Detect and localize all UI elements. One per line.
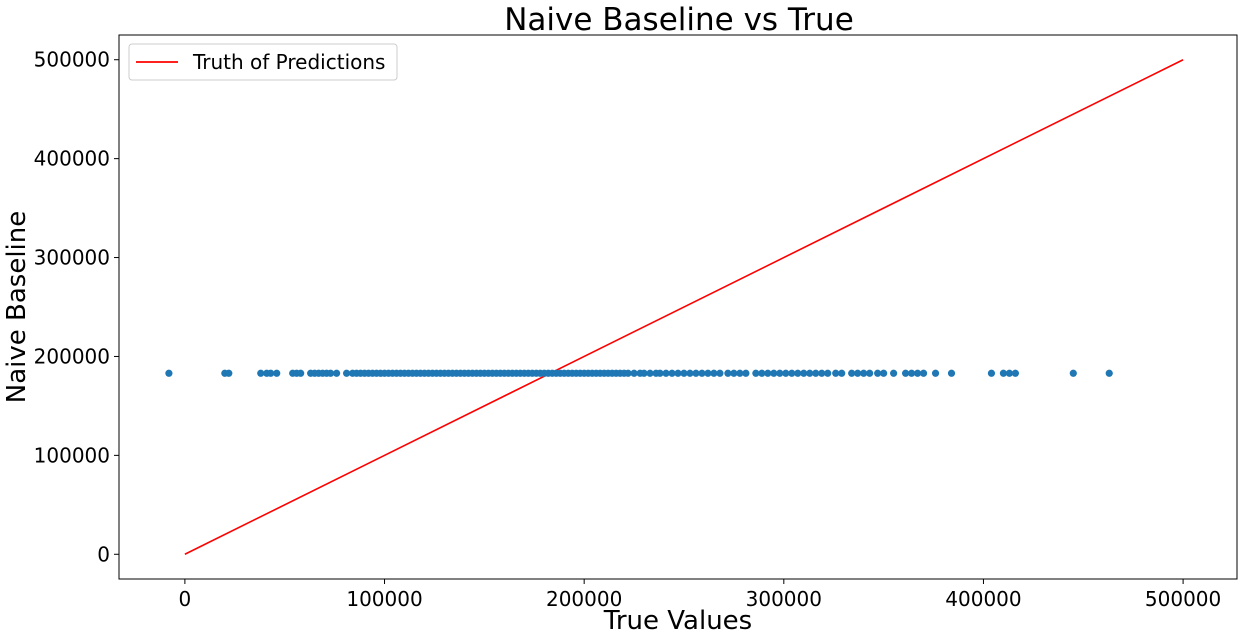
scatter-point bbox=[758, 369, 766, 377]
scatter-point bbox=[342, 369, 351, 377]
scatter-point bbox=[668, 369, 676, 377]
scatter-point bbox=[770, 369, 778, 377]
scatter-point bbox=[692, 369, 700, 377]
scatter-point bbox=[874, 369, 882, 377]
scatter-point bbox=[832, 369, 840, 377]
legend: Truth of Predictions bbox=[128, 43, 398, 81]
scatter-point bbox=[710, 369, 718, 377]
scatter-point bbox=[273, 369, 281, 377]
x-tick-label: 500000 bbox=[1145, 587, 1221, 611]
y-tick-label: 300000 bbox=[34, 246, 110, 270]
scatter-point bbox=[776, 369, 784, 377]
x-tick-label: 100000 bbox=[346, 587, 422, 611]
scatter-point bbox=[947, 369, 956, 377]
scatter-point bbox=[686, 369, 694, 377]
scatter-point bbox=[716, 369, 724, 377]
scatter-point bbox=[640, 369, 648, 377]
x-tick-label: 200000 bbox=[546, 587, 622, 611]
scatter-point bbox=[1105, 369, 1113, 377]
scatter-point bbox=[854, 369, 862, 377]
scatter-point bbox=[630, 369, 638, 377]
y-tick-label: 100000 bbox=[34, 443, 110, 467]
scatter-point bbox=[788, 369, 796, 377]
y-tick-label: 400000 bbox=[34, 147, 110, 171]
scatter-point bbox=[730, 369, 738, 377]
scatter-point bbox=[818, 369, 826, 377]
scatter-point bbox=[880, 369, 888, 377]
scatter-point bbox=[764, 369, 772, 377]
scatter-point bbox=[824, 369, 832, 377]
legend-label-truth-of-predictions: Truth of Predictions bbox=[192, 50, 385, 74]
scatter-point bbox=[624, 369, 632, 377]
scatter-point bbox=[890, 369, 898, 377]
scatter-point bbox=[333, 369, 341, 377]
scatter-point bbox=[913, 369, 922, 377]
scatter-point bbox=[999, 369, 1008, 377]
scatter-point bbox=[1069, 369, 1077, 377]
scatter-point bbox=[987, 369, 996, 377]
y-axis-title: Naive Baseline bbox=[2, 211, 32, 404]
scatter-point bbox=[267, 369, 275, 377]
scatter-point bbox=[901, 369, 910, 377]
scatter-point bbox=[860, 369, 868, 377]
x-tick-label: 0 bbox=[179, 587, 192, 611]
scatter-point bbox=[806, 369, 814, 377]
legend-box bbox=[128, 43, 398, 81]
x-axis-title: True Values bbox=[603, 606, 752, 636]
truth-of-predictions-line bbox=[184, 59, 1184, 555]
scatter-point bbox=[257, 369, 265, 377]
scatter-point bbox=[674, 369, 682, 377]
x-tick-label: 400000 bbox=[945, 587, 1021, 611]
y-tick-label: 500000 bbox=[34, 48, 110, 72]
plot-layer bbox=[165, 59, 1184, 555]
scatter-point bbox=[724, 369, 732, 377]
chart-title: Naive Baseline vs True bbox=[504, 2, 854, 38]
scatter-point bbox=[931, 369, 940, 377]
scatter-point bbox=[752, 369, 760, 377]
scatter-point bbox=[866, 369, 874, 377]
scatter-point bbox=[225, 369, 233, 377]
scatter-point bbox=[742, 369, 750, 377]
scatter-point bbox=[680, 369, 688, 377]
scatter-point bbox=[848, 369, 856, 377]
x-axis: 0 100000 200000 300000 400000 500000 bbox=[179, 579, 1221, 611]
scatter-point bbox=[327, 369, 335, 377]
scatter-point bbox=[704, 369, 712, 377]
scatter-point bbox=[297, 369, 305, 377]
y-tick-label: 200000 bbox=[34, 344, 110, 368]
scatter-point bbox=[1005, 369, 1014, 377]
scatter-point bbox=[698, 369, 706, 377]
scatter-point bbox=[838, 369, 846, 377]
y-tick-label: 0 bbox=[97, 542, 110, 566]
y-axis: 0 100000 200000 300000 400000 500000 bbox=[34, 48, 119, 566]
scatter-point bbox=[794, 369, 802, 377]
scatter-point bbox=[656, 369, 664, 377]
scatter-point bbox=[812, 369, 820, 377]
scatter-point bbox=[646, 369, 654, 377]
scatter-point bbox=[907, 369, 916, 377]
scatter-point bbox=[800, 369, 808, 377]
scatter-point bbox=[782, 369, 790, 377]
scatter-point bbox=[662, 369, 670, 377]
scatter-point bbox=[919, 369, 928, 377]
scatter-point bbox=[736, 369, 744, 377]
scatter-point bbox=[1011, 369, 1019, 377]
x-tick-label: 300000 bbox=[746, 587, 822, 611]
scatter-point bbox=[165, 369, 173, 377]
